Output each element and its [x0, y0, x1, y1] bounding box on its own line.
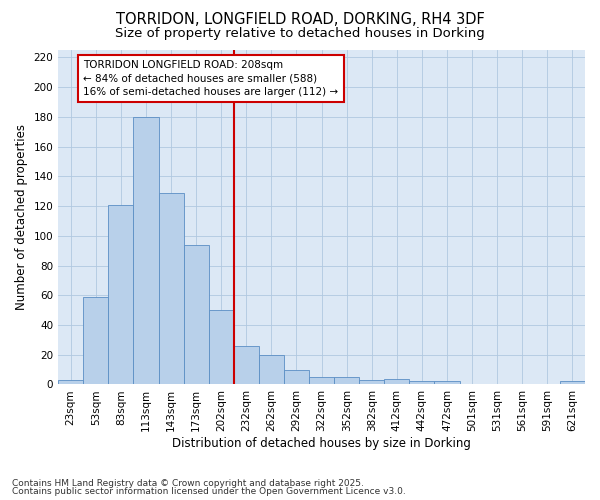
Bar	[109, 204, 133, 384]
Y-axis label: Number of detached properties: Number of detached properties	[15, 124, 28, 310]
Bar	[385, 378, 409, 384]
Bar	[284, 370, 309, 384]
Text: Contains public sector information licensed under the Open Government Licence v3: Contains public sector information licen…	[12, 487, 406, 496]
Text: Contains HM Land Registry data © Crown copyright and database right 2025.: Contains HM Land Registry data © Crown c…	[12, 478, 364, 488]
Bar	[209, 310, 234, 384]
Bar	[58, 380, 83, 384]
Bar	[309, 377, 334, 384]
Text: Size of property relative to detached houses in Dorking: Size of property relative to detached ho…	[115, 28, 485, 40]
Bar	[133, 117, 158, 384]
Bar	[184, 244, 209, 384]
Bar	[234, 346, 259, 385]
Bar	[434, 382, 460, 384]
Bar	[359, 380, 385, 384]
Bar	[158, 192, 184, 384]
Bar	[409, 382, 434, 384]
Bar	[259, 354, 284, 384]
Text: TORRIDON, LONGFIELD ROAD, DORKING, RH4 3DF: TORRIDON, LONGFIELD ROAD, DORKING, RH4 3…	[116, 12, 484, 28]
Text: TORRIDON LONGFIELD ROAD: 208sqm
← 84% of detached houses are smaller (588)
16% o: TORRIDON LONGFIELD ROAD: 208sqm ← 84% of…	[83, 60, 338, 97]
X-axis label: Distribution of detached houses by size in Dorking: Distribution of detached houses by size …	[172, 437, 471, 450]
Bar	[560, 382, 585, 384]
Bar	[83, 297, 109, 384]
Bar	[334, 377, 359, 384]
